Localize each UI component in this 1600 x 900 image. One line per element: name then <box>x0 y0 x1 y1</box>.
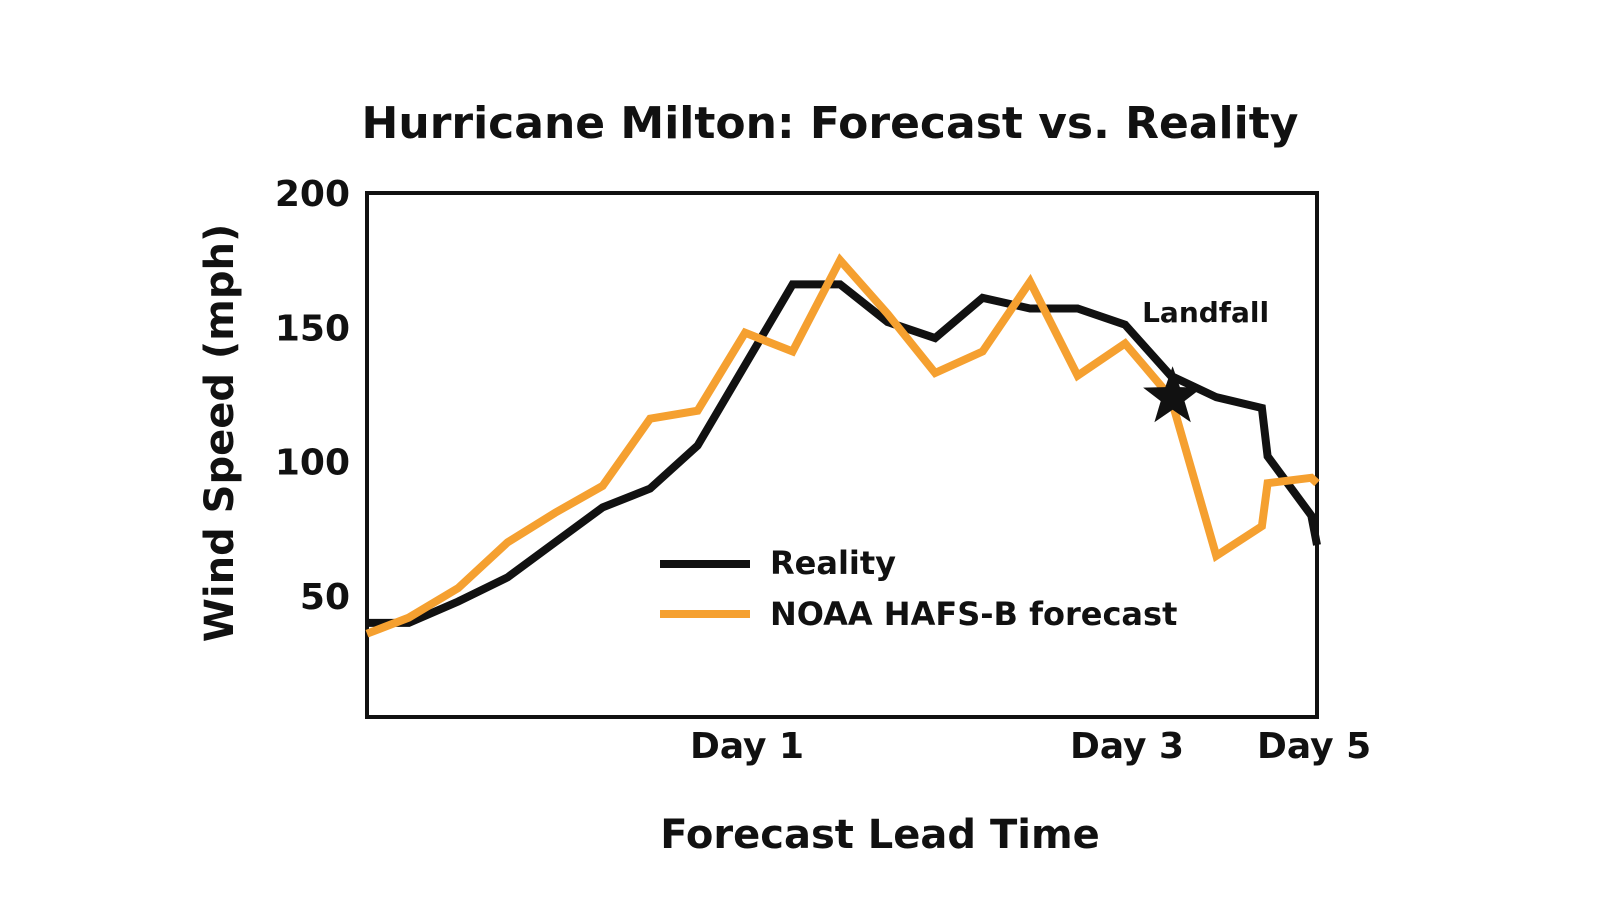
landfall-label: Landfall <box>1142 296 1269 329</box>
plot-frame <box>365 191 1319 719</box>
legend-label-reality: Reality <box>770 544 896 582</box>
legend-label-forecast: NOAA HAFS-B forecast <box>770 595 1177 633</box>
x-tick-labels: Day 1 Day 3 Day 5 <box>690 726 1371 767</box>
annotation-layer: Landfall <box>1142 296 1269 423</box>
x-tick-label: Day 3 <box>1070 726 1184 767</box>
y-tick-label: 50 <box>300 577 350 618</box>
y-tick-label: 100 <box>275 443 350 484</box>
x-tick-label: Day 5 <box>1257 726 1371 767</box>
series-layer <box>365 253 1321 638</box>
y-tick-label: 200 <box>275 174 350 215</box>
series-line-reality <box>367 280 1321 627</box>
chart-title: Hurricane Milton: Forecast vs. Reality <box>362 98 1299 149</box>
legend: Reality NOAA HAFS-B forecast <box>660 544 1177 633</box>
x-axis-title: Forecast Lead Time <box>660 812 1100 858</box>
y-tick-labels: 50 100 150 200 <box>275 174 350 618</box>
landfall-star-icon <box>1143 366 1203 423</box>
y-axis-title: Wind Speed (mph) <box>197 224 243 642</box>
series-line-forecast <box>365 253 1320 638</box>
y-tick-label: 150 <box>275 308 350 349</box>
x-tick-label: Day 1 <box>690 726 804 767</box>
